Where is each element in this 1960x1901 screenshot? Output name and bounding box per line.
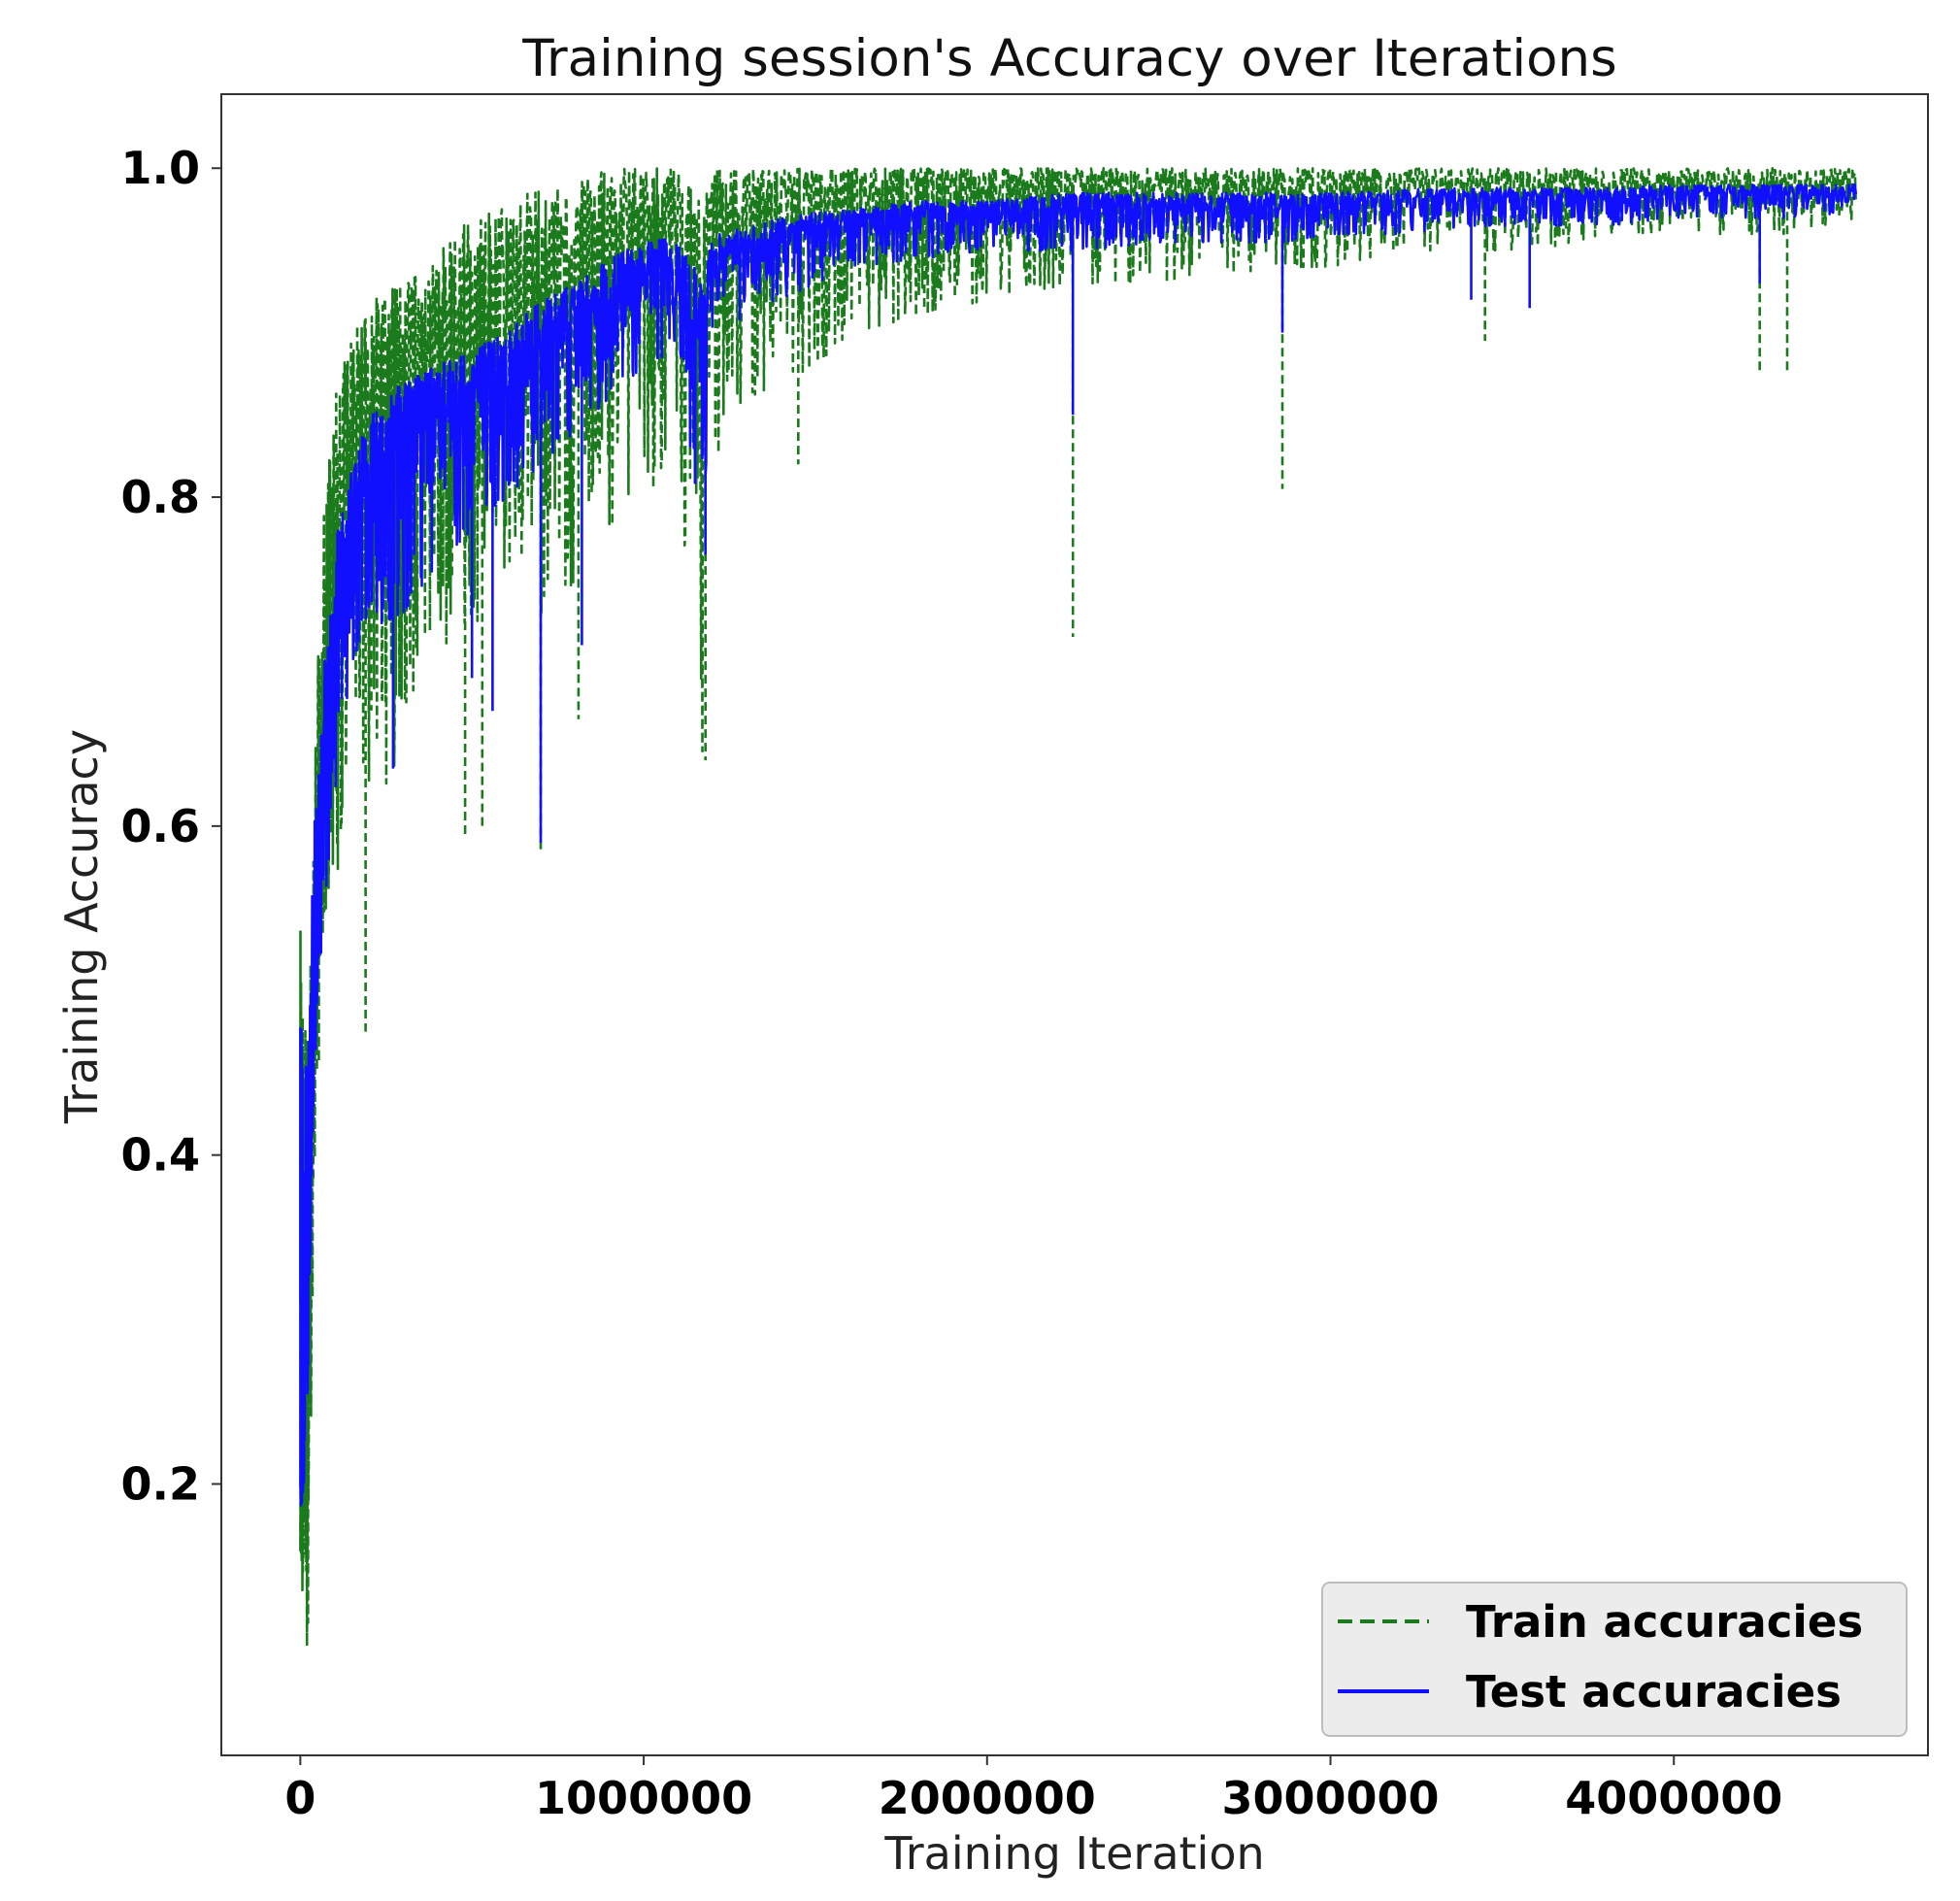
y-tick-label: 0.4 [121, 1129, 201, 1182]
y-tick-label: 1.0 [121, 142, 201, 194]
x-tick-label: 4000000 [1565, 1772, 1782, 1824]
x-tick-label: 2000000 [879, 1772, 1096, 1824]
legend-label-train: Train accuracies [1466, 1596, 1863, 1648]
y-tick-label: 0.6 [121, 800, 201, 852]
legend: Train accuracies Test accuracies [1321, 1582, 1908, 1737]
legend-box [1321, 1582, 1908, 1737]
x-axis-title: Training Iteration [883, 1827, 1264, 1880]
y-tick-label: 0.2 [121, 1457, 201, 1510]
y-tick-label: 0.8 [121, 471, 201, 523]
chart-title: Training session's Accuracy over Iterati… [521, 29, 1616, 88]
y-axis: 0.2 0.4 0.6 0.8 1.0 [121, 142, 221, 1510]
x-tick-label: 1000000 [535, 1772, 752, 1824]
legend-label-test: Test accuracies [1466, 1666, 1842, 1718]
y-axis-title: Training Accuracy [55, 729, 108, 1124]
plot-series [299, 167, 1857, 1648]
x-axis: 0 1000000 2000000 3000000 4000000 [284, 1755, 1782, 1824]
x-tick-label: 3000000 [1221, 1772, 1439, 1824]
x-tick-label: 0 [284, 1772, 316, 1824]
plot-frame [220, 93, 1929, 1756]
series-test-line [299, 183, 1857, 1507]
